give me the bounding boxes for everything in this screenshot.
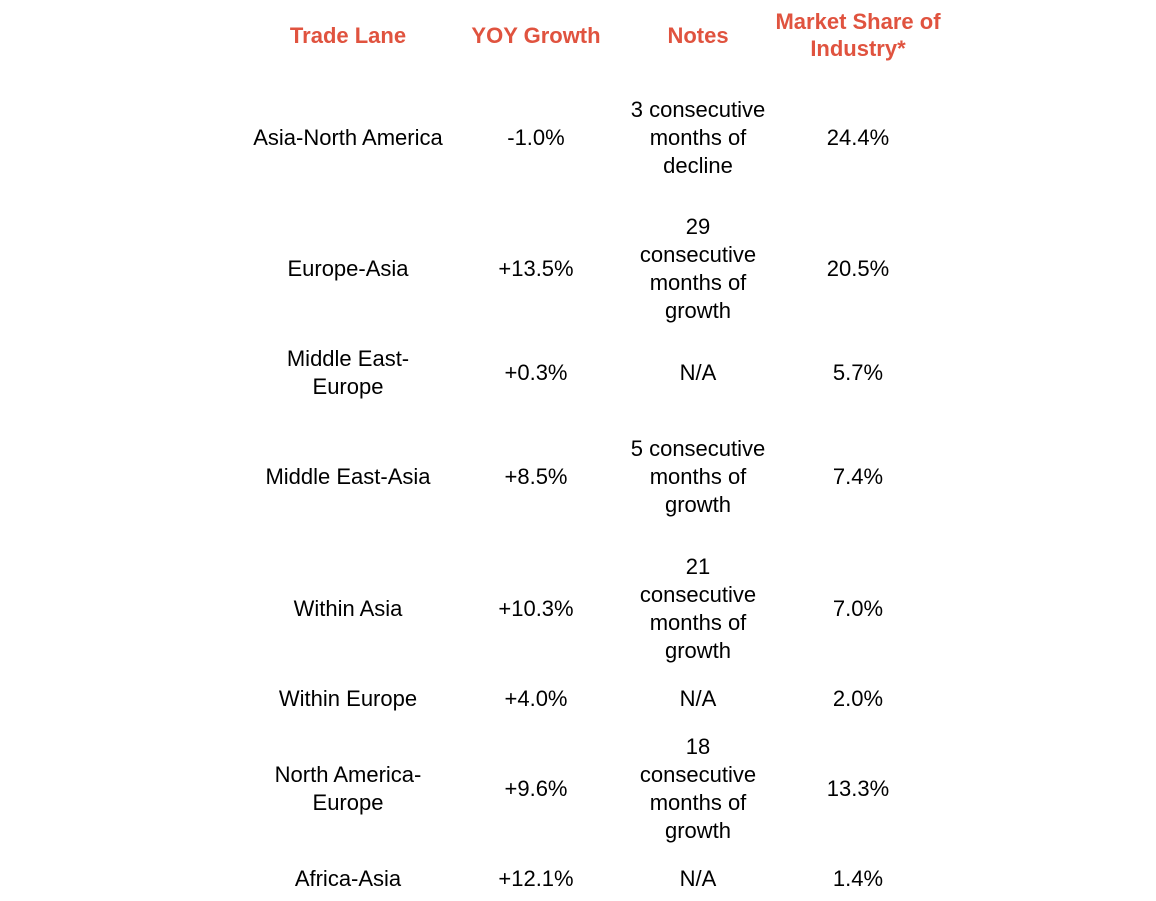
cell-yoy-growth: +8.5% — [504, 464, 568, 489]
cell-trade-lane: Middle East-Europe — [286, 346, 410, 399]
header-trade-lane: Trade Lane — [289, 22, 407, 48]
cell-trade-lane: North America-Europe — [274, 762, 422, 815]
cell-yoy-growth: +10.3% — [498, 596, 574, 621]
table-row: North America-Europe +9.6% 18 consecutiv… — [252, 721, 948, 857]
table-row: Asia-North America -1.0% 3 consecutive m… — [252, 70, 948, 205]
cell-trade-lane: Europe-Asia — [287, 256, 409, 281]
cell-yoy-growth: +13.5% — [498, 256, 574, 281]
cell-trade-lane: Within Asia — [293, 596, 403, 621]
cell-market-share: 5.7% — [832, 360, 884, 385]
trade-lane-table-container: Trade Lane YOY Growth Notes Market Share… — [252, 0, 952, 901]
header-yoy-growth: YOY Growth — [471, 22, 601, 48]
cell-trade-lane: Asia-North America — [253, 124, 443, 150]
table-body: Asia-North America -1.0% 3 consecutive m… — [252, 70, 948, 901]
cell-notes: N/A — [679, 686, 717, 711]
cell-trade-lane: Within Europe — [278, 686, 418, 711]
cell-notes: 29 consecutive months of growth — [639, 214, 757, 323]
trade-lane-table: Trade Lane YOY Growth Notes Market Share… — [252, 0, 948, 901]
table-row: Middle East-Asia +8.5% 5 consecutive mon… — [252, 413, 948, 541]
cell-yoy-growth: +9.6% — [504, 776, 568, 801]
header-row: Trade Lane YOY Growth Notes Market Share… — [252, 0, 948, 70]
header-notes: Notes — [667, 22, 729, 48]
table-row: Middle East-Europe +0.3% N/A 5.7% — [252, 333, 948, 413]
cell-market-share: 24.4% — [826, 124, 890, 150]
cell-trade-lane: Africa-Asia — [294, 866, 402, 891]
cell-yoy-growth: +12.1% — [498, 866, 574, 891]
cell-trade-lane: Middle East-Asia — [265, 464, 431, 489]
table-row: Europe-Asia +13.5% 29 consecutive months… — [252, 205, 948, 333]
cell-yoy-growth: +4.0% — [504, 686, 568, 711]
cell-notes: N/A — [679, 360, 717, 385]
cell-notes: 21 consecutive months of growth — [639, 554, 757, 663]
table-header: Trade Lane YOY Growth Notes Market Share… — [252, 0, 948, 70]
cell-market-share: 7.4% — [832, 464, 884, 489]
cell-notes: N/A — [679, 866, 717, 891]
cell-market-share: 7.0% — [832, 596, 884, 621]
table-row: Africa-Asia +12.1% N/A 1.4% — [252, 857, 948, 901]
cell-notes: 3 consecutive months of decline — [630, 96, 766, 178]
cell-market-share: 2.0% — [832, 686, 884, 711]
cell-market-share: 1.4% — [832, 866, 884, 891]
cell-yoy-growth: +0.3% — [504, 360, 568, 385]
table-row: Within Asia +10.3% 21 consecutive months… — [252, 541, 948, 677]
cell-market-share: 13.3% — [826, 776, 890, 801]
cell-notes: 18 consecutive months of growth — [639, 734, 757, 843]
cell-notes: 5 consecutive months of growth — [630, 436, 766, 517]
cell-yoy-growth: -1.0% — [507, 124, 565, 150]
header-market-share: Market Share of Industry* — [775, 9, 941, 61]
table-row: Within Europe +4.0% N/A 2.0% — [252, 677, 948, 721]
cell-market-share: 20.5% — [826, 256, 890, 281]
